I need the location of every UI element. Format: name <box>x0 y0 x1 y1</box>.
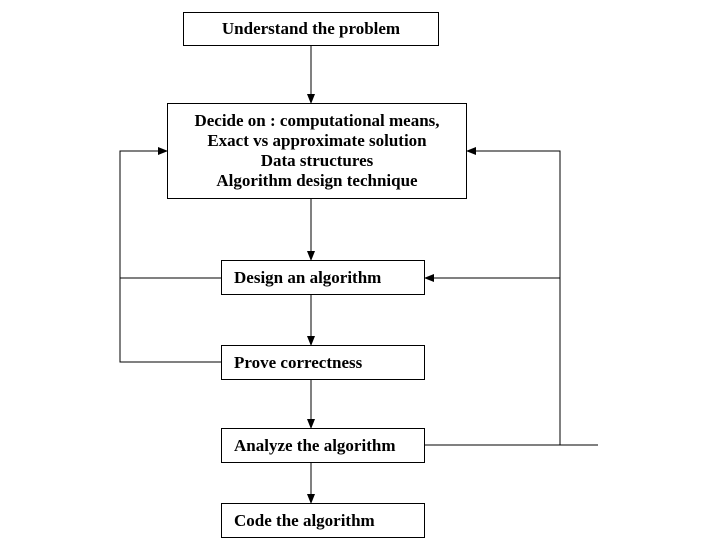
flow-node-understand: Understand the problem <box>183 12 439 46</box>
flow-node-code: Code the algorithm <box>221 503 425 538</box>
flow-node-analyze: Analyze the algorithm <box>221 428 425 463</box>
flow-node-text: Code the algorithm <box>234 511 375 531</box>
flow-node-decide: Decide on : computational means,Exact vs… <box>167 103 467 199</box>
flow-node-text: Prove correctness <box>234 353 362 373</box>
flow-node-text: Algorithm design technique <box>216 171 417 191</box>
flow-node-text: Design an algorithm <box>234 268 381 288</box>
flow-node-text: Understand the problem <box>222 19 400 39</box>
flow-node-design: Design an algorithm <box>221 260 425 295</box>
flow-node-prove: Prove correctness <box>221 345 425 380</box>
flow-node-text: Data structures <box>261 151 374 171</box>
flow-node-text: Exact vs approximate solution <box>207 131 426 151</box>
flow-node-text: Analyze the algorithm <box>234 436 395 456</box>
flow-node-text: Decide on : computational means, <box>194 111 439 131</box>
